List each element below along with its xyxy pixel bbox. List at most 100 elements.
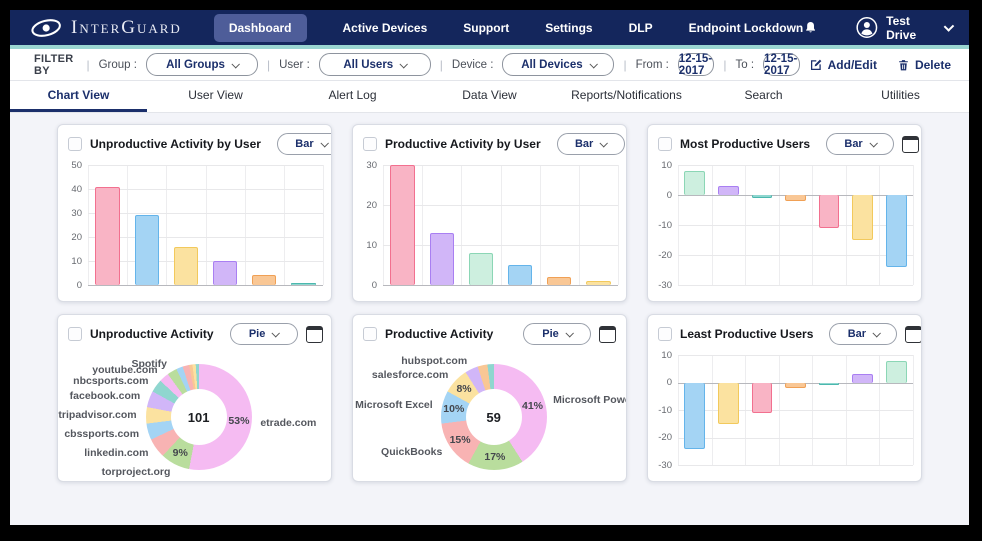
brand-logo[interactable]: InterGuard bbox=[30, 17, 182, 39]
chart-type-select[interactable]: Bar bbox=[556, 133, 625, 155]
maximize-icon[interactable] bbox=[599, 325, 616, 343]
gridline bbox=[127, 165, 129, 285]
gridline bbox=[383, 245, 618, 246]
panel-unproductive-activity: Unproductive Activity Pie 101 etrade.com 5… bbox=[57, 314, 332, 482]
panel-checkbox[interactable] bbox=[658, 137, 672, 151]
chart-type-select[interactable]: Bar bbox=[276, 133, 331, 155]
tab-data-view[interactable]: Data View bbox=[462, 88, 517, 102]
filter-bar: FILTER BY | Group : All Groups | User : … bbox=[10, 49, 969, 81]
y-tick-label: 10 bbox=[661, 349, 672, 361]
pie-slice-label: QuickBooks bbox=[381, 445, 443, 458]
y-tick-label: -30 bbox=[658, 279, 672, 291]
y-tick-label: 20 bbox=[71, 231, 82, 243]
nav-item-dashboard[interactable]: Dashboard bbox=[213, 13, 307, 42]
panel-header: Productive Activity Pie bbox=[353, 315, 626, 347]
gridline bbox=[383, 285, 618, 286]
y-tick-label: 10 bbox=[366, 239, 377, 251]
trash-icon bbox=[899, 59, 908, 70]
bar bbox=[751, 195, 773, 198]
y-tick-label: 0 bbox=[76, 279, 82, 291]
from-label: From : bbox=[635, 58, 669, 71]
gridline bbox=[578, 165, 580, 285]
chevron-down-icon bbox=[320, 139, 329, 148]
bar bbox=[547, 277, 572, 285]
add-edit-button[interactable]: Add/Edit bbox=[809, 58, 877, 72]
delete-button[interactable]: Delete bbox=[897, 58, 951, 72]
pie-center-total: 59 bbox=[465, 389, 522, 445]
y-tick-label: -10 bbox=[658, 404, 672, 416]
gridline bbox=[678, 437, 913, 439]
panel-checkbox[interactable] bbox=[363, 327, 377, 341]
filter-by-label: FILTER BY bbox=[34, 52, 74, 77]
bar bbox=[252, 275, 277, 285]
tab-user-view[interactable]: User View bbox=[188, 88, 243, 102]
tab-alert-log[interactable]: Alert Log bbox=[328, 88, 377, 102]
pie-slice-label: hubspot.com bbox=[401, 354, 468, 367]
tab-reports-notifications[interactable]: Reports/Notifications bbox=[571, 88, 682, 102]
to-date-input[interactable]: 12-15-2017 bbox=[763, 53, 800, 77]
pie-percent-label: 17% bbox=[484, 451, 506, 464]
group-select-value: All Groups bbox=[166, 58, 225, 71]
user-menu[interactable]: Test Drive bbox=[856, 14, 955, 42]
chart-type-value: Pie bbox=[248, 328, 266, 340]
chevron-down-icon bbox=[589, 59, 598, 69]
panel-checkbox[interactable] bbox=[658, 327, 672, 341]
user-select[interactable]: All Users bbox=[318, 53, 431, 76]
chevron-down-icon bbox=[565, 329, 574, 338]
tab-chart-view[interactable]: Chart View bbox=[10, 81, 147, 112]
bar bbox=[429, 233, 454, 285]
group-select[interactable]: All Groups bbox=[145, 53, 258, 76]
nav-item-endpoint-lockdown[interactable]: Endpoint Lockdown bbox=[688, 20, 804, 35]
gridline bbox=[88, 285, 323, 286]
pie-slice-label: Microsoft PowerPoint bbox=[553, 393, 626, 406]
pie-slice-label: salesforce.com bbox=[371, 368, 449, 381]
bar bbox=[717, 186, 739, 195]
nav-item-active-devices[interactable]: Active Devices bbox=[342, 20, 428, 35]
bar bbox=[885, 195, 907, 267]
gridline bbox=[678, 355, 913, 356]
bar bbox=[684, 382, 706, 449]
chart-type-select[interactable]: Pie bbox=[229, 323, 298, 345]
user-label: User : bbox=[279, 58, 310, 71]
device-select[interactable]: All Devices bbox=[502, 53, 615, 76]
y-tick-label: -20 bbox=[658, 432, 672, 443]
gridline bbox=[88, 237, 323, 238]
maximize-icon[interactable] bbox=[305, 325, 323, 343]
pie-percent-label: 15% bbox=[449, 433, 471, 446]
panel-checkbox[interactable] bbox=[68, 327, 82, 341]
panel-header: Productive Activity by User Bar bbox=[353, 125, 626, 157]
y-tick-label: 30 bbox=[71, 207, 82, 219]
gridline bbox=[205, 165, 207, 285]
bar bbox=[586, 281, 611, 285]
y-tick-label: 50 bbox=[71, 159, 82, 171]
gridline bbox=[678, 165, 913, 166]
bar bbox=[785, 195, 806, 201]
tab-search[interactable]: Search bbox=[744, 88, 783, 102]
pie-percent-label: 9% bbox=[172, 447, 188, 460]
panel-productive-activity: Productive Activity Pie 59 Microsoft Powe… bbox=[352, 314, 627, 482]
from-date-input[interactable]: 12-15-2017 bbox=[677, 53, 715, 77]
chevron-down-icon bbox=[599, 139, 609, 148]
interguard-app: InterGuard Dashboard Active Devices Supp… bbox=[10, 10, 969, 525]
eye-logo-icon bbox=[31, 18, 61, 37]
tab-utilities[interactable]: Utilities bbox=[881, 88, 920, 102]
pie-slice-label: nbcsports.com bbox=[73, 374, 149, 387]
bar bbox=[818, 195, 840, 228]
notification-bell-icon[interactable] bbox=[803, 19, 818, 37]
panel-checkbox[interactable] bbox=[68, 137, 82, 151]
nav-item-dlp[interactable]: DLP bbox=[628, 20, 653, 35]
maximize-icon[interactable] bbox=[905, 325, 921, 343]
top-navbar: InterGuard Dashboard Active Devices Supp… bbox=[10, 10, 969, 45]
bar bbox=[818, 382, 840, 386]
panel-checkbox[interactable] bbox=[363, 137, 377, 151]
bar bbox=[390, 165, 415, 285]
nav-item-support[interactable]: Support bbox=[463, 20, 510, 35]
group-label: Group : bbox=[98, 58, 137, 71]
pie-slice-label: facebook.com bbox=[69, 389, 141, 402]
maximize-icon[interactable] bbox=[902, 135, 920, 153]
chart-type-select[interactable]: Bar bbox=[826, 133, 895, 155]
nav-item-settings[interactable]: Settings bbox=[545, 20, 593, 35]
chart-type-select[interactable]: Pie bbox=[523, 323, 591, 345]
chart-type-select[interactable]: Bar bbox=[829, 323, 898, 345]
